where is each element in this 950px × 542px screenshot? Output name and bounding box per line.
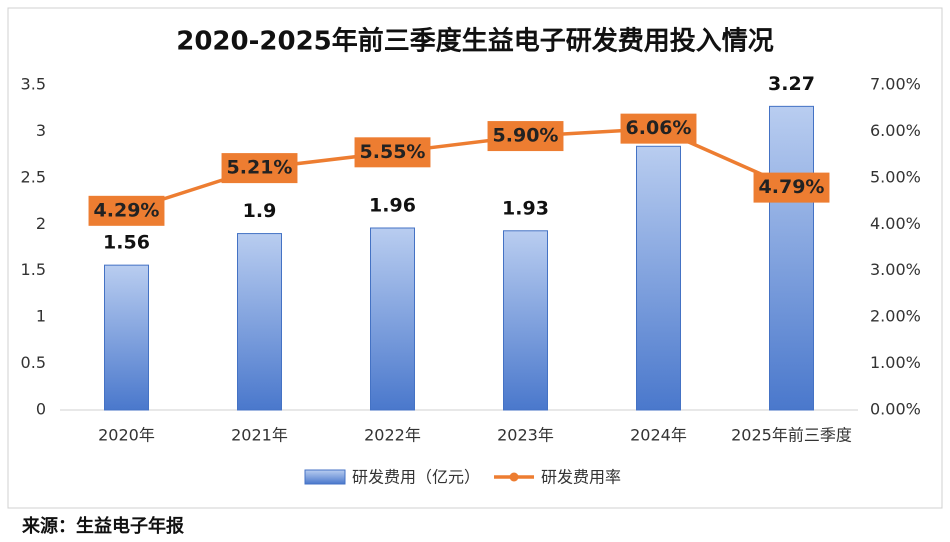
y2-tick-label: 4.00% xyxy=(870,214,921,233)
label-box xyxy=(88,195,165,226)
bar xyxy=(237,233,282,411)
bar xyxy=(769,105,814,411)
line-value-label-text: 6.06% xyxy=(626,117,692,139)
line-value-label: 5.90% xyxy=(487,121,564,152)
y2-tick-label: 3.00% xyxy=(870,260,921,279)
source-note: 来源：生益电子年报 xyxy=(21,515,184,537)
y-tick-label: 0.5 xyxy=(21,353,46,372)
x-tick-label: 2025年前三季度 xyxy=(731,426,852,445)
bar xyxy=(636,145,681,411)
x-tick-label: 2024年 xyxy=(630,426,687,445)
y2-tick-label: 1.00% xyxy=(870,353,921,372)
bar-value-label: 1.56 xyxy=(103,232,150,254)
legend: 研发费用（亿元） 研发费用率 xyxy=(304,468,621,487)
bar-value-label: 1.9 xyxy=(243,200,277,222)
y-tick-label: 2.5 xyxy=(21,167,46,186)
line-value-label: 4.29% xyxy=(88,195,165,226)
bar xyxy=(503,230,548,411)
legend-marker xyxy=(509,472,519,482)
x-tick-label: 2023年 xyxy=(497,426,554,445)
y2-tick-label: 2.00% xyxy=(870,307,921,326)
label-box xyxy=(753,172,830,203)
line-value-label-text: 5.55% xyxy=(360,141,426,163)
y2-tick-label: 6.00% xyxy=(870,121,921,140)
label-box xyxy=(620,113,697,144)
y2-tick-label: 7.00% xyxy=(870,75,921,94)
label-box xyxy=(487,121,564,152)
chart-title: 2020-2025年前三季度生益电子研发费用投入情况 xyxy=(176,26,774,57)
line-value-label-text: 4.29% xyxy=(94,199,160,221)
bar-value-label: 1.93 xyxy=(502,197,549,219)
y2-tick-label: 0.00% xyxy=(870,400,921,419)
line-value-label: 4.79% xyxy=(753,172,830,203)
legend-swatch xyxy=(304,469,346,485)
label-box xyxy=(221,153,298,184)
bar-value-label: 3.27 xyxy=(768,73,815,95)
line-value-label-text: 4.79% xyxy=(759,176,825,198)
y-tick-label: 2 xyxy=(36,214,46,233)
y-tick-label: 1.5 xyxy=(21,260,46,279)
line-value-label-text: 5.90% xyxy=(493,125,559,147)
line-value-label: 5.55% xyxy=(354,137,431,168)
line-value-label-text: 5.21% xyxy=(227,157,293,179)
bar-value-label: 1.96 xyxy=(369,195,416,217)
legend-label: 研发费用（亿元） xyxy=(352,468,480,487)
x-tick-label: 2022年 xyxy=(364,426,421,445)
x-tick-label: 2020年 xyxy=(98,426,155,445)
line-value-label: 5.21% xyxy=(221,153,298,184)
y2-tick-label: 5.00% xyxy=(870,167,921,186)
bar xyxy=(104,264,149,411)
bar xyxy=(370,227,415,411)
y-tick-label: 0 xyxy=(36,400,46,419)
legend-label: 研发费用率 xyxy=(541,468,621,487)
y-tick-label: 3.5 xyxy=(21,75,46,94)
x-tick-label: 2021年 xyxy=(231,426,288,445)
y-tick-label: 3 xyxy=(36,121,46,140)
label-box xyxy=(354,137,431,168)
line-value-label: 6.06% xyxy=(620,113,697,144)
y-tick-label: 1 xyxy=(36,307,46,326)
